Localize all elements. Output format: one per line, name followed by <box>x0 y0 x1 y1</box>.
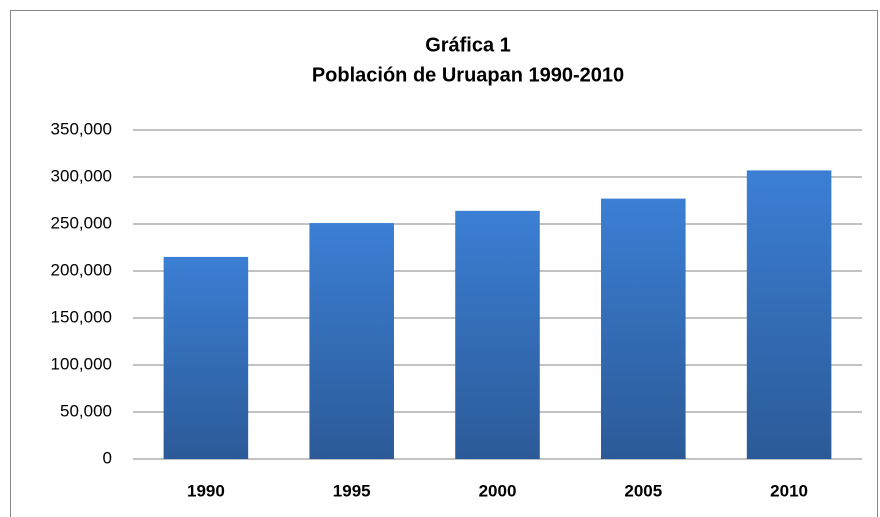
y-tick-label: 150,000 <box>51 307 112 326</box>
x-tick-label: 1990 <box>187 481 225 500</box>
x-tick-label: 2010 <box>770 481 808 500</box>
y-tick-label: 0 <box>103 448 112 467</box>
x-tick-label: 2000 <box>479 481 517 500</box>
y-tick-label: 250,000 <box>51 213 112 232</box>
bar <box>309 223 394 459</box>
y-tick-label: 100,000 <box>51 354 112 373</box>
bar <box>163 256 249 459</box>
bar <box>455 210 540 459</box>
y-tick-label: 50,000 <box>60 401 112 420</box>
x-tick-label: 2005 <box>624 481 662 500</box>
bar <box>746 170 832 460</box>
y-tick-label: 200,000 <box>51 260 112 279</box>
y-tick-label: 350,000 <box>51 119 112 138</box>
chart-frame <box>10 10 878 517</box>
x-tick-label: 1995 <box>333 481 371 500</box>
chart-subtitle: Población de Uruapan 1990-2010 <box>312 64 624 86</box>
y-tick-label: 300,000 <box>51 166 112 185</box>
chart-title: Gráfica 1 <box>425 34 511 56</box>
bar <box>601 198 686 459</box>
